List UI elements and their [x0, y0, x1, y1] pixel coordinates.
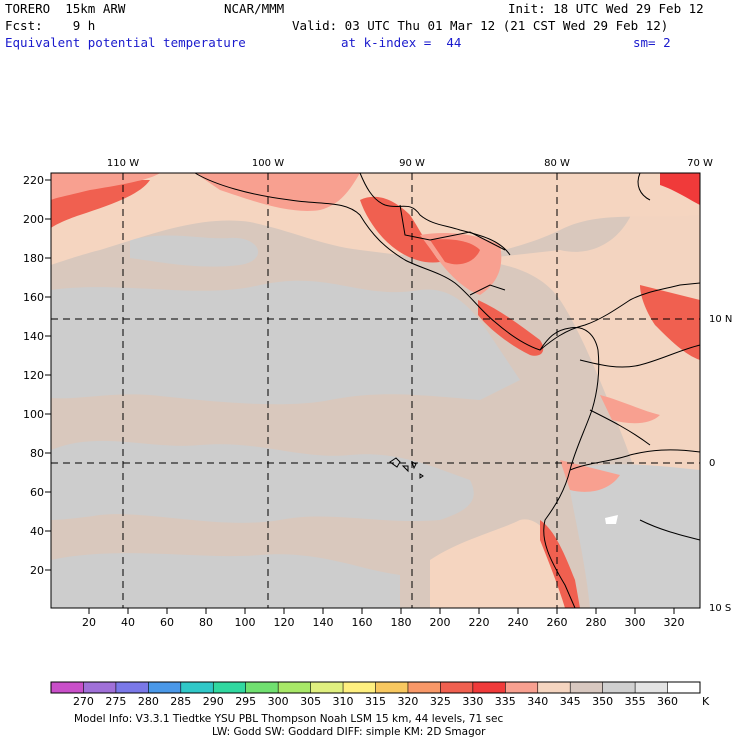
colorbar-swatch: [245, 682, 279, 693]
longitude-label: 100 W: [252, 158, 284, 169]
colorbar-label: 330: [462, 695, 483, 708]
map-frame: [50, 172, 701, 609]
x-tick-label: 140: [313, 616, 334, 629]
x-tick-label: 280: [586, 616, 607, 629]
colorbar-swatch: [83, 682, 117, 693]
colorbar-swatch: [440, 682, 474, 693]
y-tick-label: 40: [30, 525, 44, 538]
latitude-label: 10 N: [709, 314, 732, 325]
colorbar-swatch: [115, 682, 149, 693]
longitude-label: 110 W: [107, 158, 139, 169]
colorbar-label: 300: [268, 695, 289, 708]
colorbar-swatch: [635, 682, 669, 693]
colorbar-labels: 270 275 280 285 290 295 300 305 310 315 320 325 330 3…: [73, 695, 678, 708]
y-tick-label: 140: [23, 330, 44, 343]
field-name: Equivalent potential temperature: [5, 35, 246, 50]
colorbar-label: 345: [560, 695, 581, 708]
x-tick-label: 320: [664, 616, 685, 629]
x-tick-label: 160: [352, 616, 373, 629]
smoothing-label: sm= 2: [633, 35, 671, 50]
colorbar-swatch: [148, 682, 182, 693]
y-tick-label: 100: [23, 408, 44, 421]
x-tick-label: 220: [469, 616, 490, 629]
colorbar-label: 295: [235, 695, 256, 708]
x-tick-label: 100: [235, 616, 256, 629]
latitude-label: 0: [709, 458, 715, 469]
longitude-label: 90 W: [399, 158, 425, 169]
x-tick-label: 60: [160, 616, 174, 629]
level-label: at k-index = 44: [341, 35, 462, 50]
colorbar-label: 320: [397, 695, 418, 708]
colorbar-swatch: [407, 682, 441, 693]
x-tick-label: 200: [430, 616, 451, 629]
colorbar-swatch: [602, 682, 636, 693]
init-time: Init: 18 UTC Wed 29 Feb 12: [508, 1, 704, 16]
y-tick-labels: 20 40 60 80 100 120 140 160 180 200 220: [23, 174, 44, 577]
colorbar-swatch: [570, 682, 604, 693]
shaded-field: [51, 173, 700, 608]
colorbar-label: 270: [73, 695, 94, 708]
x-tick-label: 20: [82, 616, 96, 629]
colorbar-label: 355: [625, 695, 646, 708]
colorbar-swatch: [667, 682, 701, 693]
graticule: [51, 173, 700, 608]
axis-ticks: [45, 179, 675, 614]
y-tick-label: 120: [23, 369, 44, 382]
forecast-hour: Fcst: 9 h: [5, 18, 96, 33]
longitude-labels: 110 W 100 W 90 W 80 W 70 W: [107, 158, 713, 169]
colorbar-label: 290: [203, 695, 224, 708]
colorbar-swatch: [343, 682, 376, 693]
longitude-label: 70 W: [687, 158, 713, 169]
y-tick-label: 80: [30, 447, 44, 460]
colorbar-swatch: [472, 682, 506, 693]
x-tick-label: 80: [199, 616, 213, 629]
colorbar-label: 310: [333, 695, 354, 708]
latitude-labels: 10 N 0 10 S: [709, 314, 732, 614]
colorbar-unit: K: [702, 695, 710, 708]
colorbar-label: 305: [300, 695, 321, 708]
longitude-label: 80 W: [544, 158, 570, 169]
y-tick-label: 220: [23, 174, 44, 187]
x-tick-label: 300: [625, 616, 646, 629]
x-tick-label: 180: [391, 616, 412, 629]
colorbar-swatch: [213, 682, 247, 693]
footer-model-info: Model Info: V3.3.1 Tiedtke YSU PBL Thomp…: [74, 713, 503, 725]
valid-time: Valid: 03 UTC Thu 01 Mar 12 (21 CST Wed …: [292, 18, 669, 33]
coastlines: [194, 172, 701, 609]
colorbar-label: 315: [365, 695, 386, 708]
y-tick-label: 160: [23, 291, 44, 304]
colorbar-label: 350: [592, 695, 613, 708]
x-tick-label: 260: [547, 616, 568, 629]
colorbar-label: 335: [495, 695, 516, 708]
country-borders: [399, 204, 701, 541]
colorbar-swatch: [375, 682, 409, 693]
colorbar-label: 280: [138, 695, 159, 708]
colorbar-swatch: [278, 682, 312, 693]
colorbar-label: 325: [430, 695, 451, 708]
y-tick-label: 180: [23, 252, 44, 265]
colorbar-swatch: [51, 682, 84, 693]
colorbar-label: 340: [527, 695, 548, 708]
footer-physics-info: LW: Godd SW: Goddard DIFF: simple KM: 2D…: [212, 726, 486, 738]
colorbar-label: 275: [105, 695, 126, 708]
colorbar-swatch: [310, 682, 344, 693]
y-tick-label: 20: [30, 564, 44, 577]
colorbar-swatch: [180, 682, 214, 693]
x-tick-label: 240: [508, 616, 529, 629]
y-tick-label: 200: [23, 213, 44, 226]
colorbar: [50, 681, 701, 694]
colorbar-swatch: [537, 682, 571, 693]
x-tick-labels: 20 40 60 80 100 120 140 160 180 200 220 240 260 280 30…: [82, 616, 685, 629]
x-tick-label: 40: [121, 616, 135, 629]
colorbar-swatch: [505, 682, 539, 693]
latitude-label: 10 S: [709, 603, 731, 614]
x-tick-label: 120: [274, 616, 295, 629]
colorbar-label: 285: [170, 695, 191, 708]
organization: NCAR/MMM: [224, 1, 285, 16]
y-tick-label: 60: [30, 486, 44, 499]
colorbar-label: 360: [657, 695, 678, 708]
model-title: TORERO 15km ARW: [5, 1, 126, 16]
